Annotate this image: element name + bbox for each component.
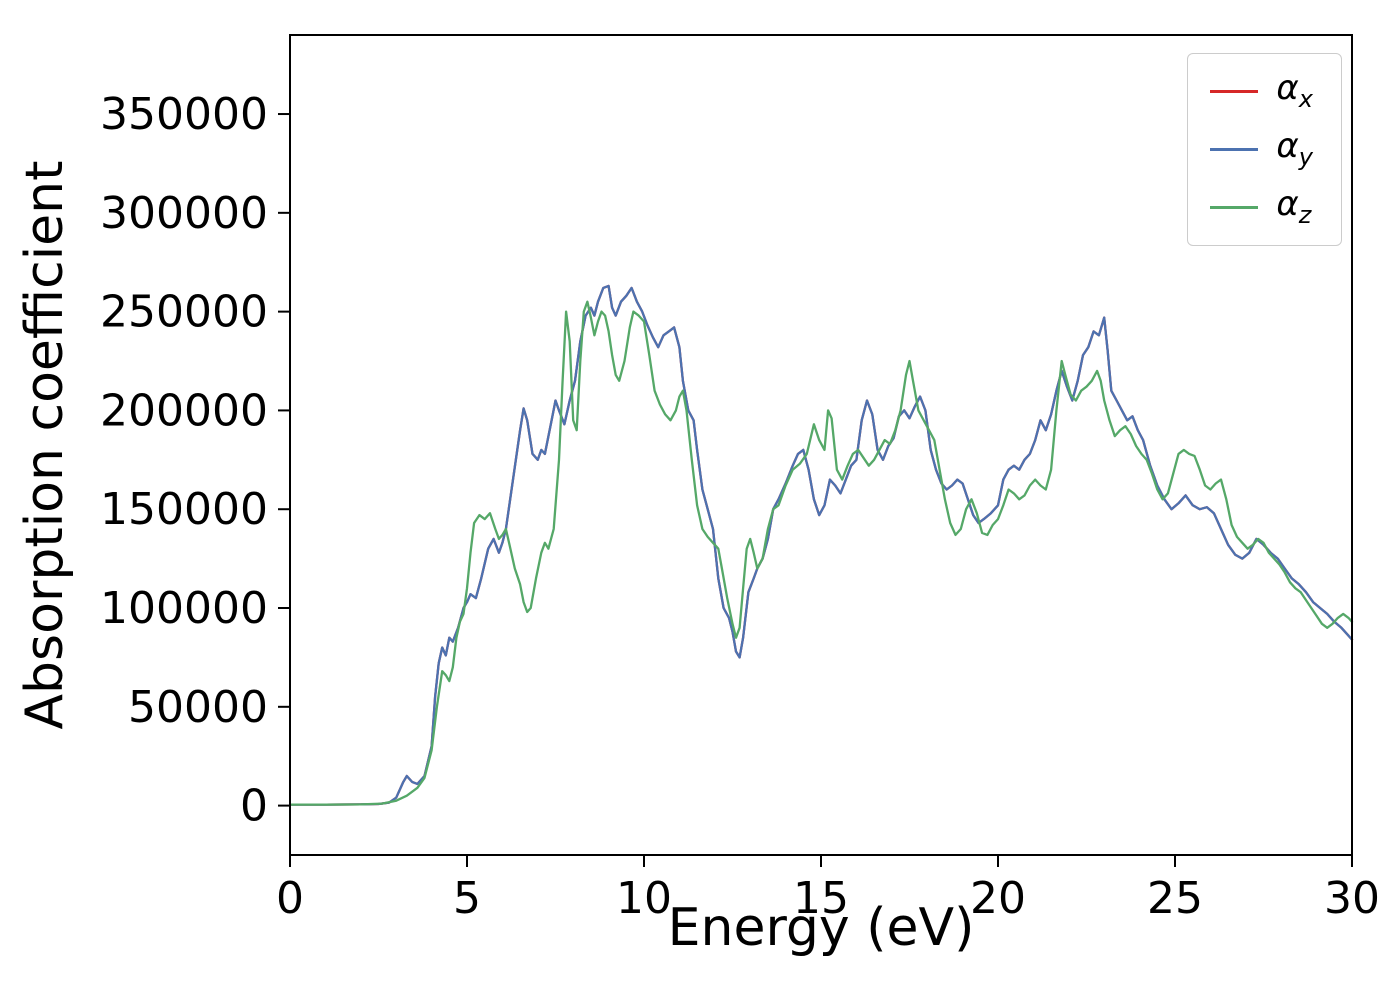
y-tick-label: 300000	[100, 188, 268, 239]
y-axis-label: Absorption coefficient	[15, 160, 75, 729]
x-axis-label: Energy (eV)	[668, 898, 975, 958]
y-tick-label: 250000	[100, 287, 268, 338]
series-line-alpha_z	[288, 300, 1354, 806]
series-line-alpha_y	[288, 284, 1354, 806]
x-tick-label: 20	[970, 873, 1026, 924]
y-tick-label: 200000	[100, 385, 268, 436]
legend-label-alpha-y: αy	[1276, 126, 1313, 171]
x-tick-label: 30	[1324, 873, 1380, 924]
legend-entry-alpha-z: αz	[1210, 186, 1313, 228]
y-tick-label: 150000	[100, 484, 268, 535]
y-tick-label: 0	[240, 781, 268, 832]
y-tick-label: 50000	[128, 682, 268, 733]
x-tick-label: 15	[793, 873, 849, 924]
legend: αx αy αz	[1187, 53, 1342, 246]
legend-label-alpha-z: αz	[1276, 184, 1312, 230]
alpha-z-line-swatch	[1210, 205, 1259, 209]
alpha-y-line-swatch	[1210, 147, 1259, 151]
x-tick-label: 25	[1147, 873, 1203, 924]
y-tick-label: 350000	[100, 89, 268, 140]
legend-entry-alpha-x: αx	[1210, 68, 1313, 113]
plot-border	[289, 34, 1353, 856]
legend-entry-alpha-y: αy	[1210, 126, 1313, 171]
x-tick-label: 0	[276, 873, 304, 924]
x-tick-label: 5	[453, 873, 481, 924]
alpha-x-line-swatch	[1210, 89, 1259, 93]
x-tick-label: 10	[616, 873, 672, 924]
y-tick-label: 100000	[100, 583, 268, 634]
legend-label-alpha-x: αx	[1276, 68, 1313, 113]
